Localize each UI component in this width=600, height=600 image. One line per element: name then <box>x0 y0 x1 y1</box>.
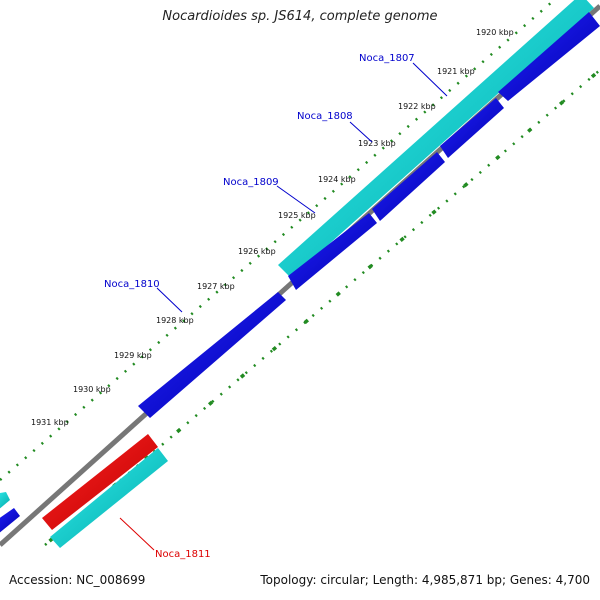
gene-label-noca-1810[interactable]: Noca_1810 <box>104 279 160 290</box>
tick-label: 1925 kbp <box>278 211 316 220</box>
tick-label: 1921 kbp <box>437 67 475 76</box>
tick-label: 1928 kbp <box>156 316 194 325</box>
tick-label: 1920 kbp <box>476 28 514 37</box>
gene-label-noca-1811[interactable]: Noca_1811 <box>155 549 211 560</box>
cds-noca-1809-b <box>288 213 377 290</box>
accession-text: Accession: NC_008699 <box>9 573 146 587</box>
gene-leader-line <box>349 121 373 143</box>
gene-leader-line <box>412 62 448 97</box>
tick-label: 1926 kbp <box>238 247 276 256</box>
cds-noca-1808 <box>440 98 504 158</box>
map-title: Nocardioides sp. JS614, complete genome <box>162 9 438 24</box>
cds-cyan-lower <box>50 448 168 548</box>
gene-label-noca-1809[interactable]: Noca_1809 <box>223 177 279 188</box>
gene-labels: Noca_1807 Noca_1808 Noca_1809 Noca_1810 … <box>104 53 448 560</box>
cds-cyan-upper <box>278 0 594 278</box>
tick-label: 1931 kbp <box>31 418 69 427</box>
genome-summary: Topology: circular; Length: 4,985,871 bp… <box>260 573 590 587</box>
gene-label-noca-1807[interactable]: Noca_1807 <box>359 53 415 64</box>
cds-noca-1809-a <box>372 152 445 221</box>
gene-leader-line <box>119 517 155 551</box>
tick-label: 1930 kbp <box>73 385 111 394</box>
gene-label-noca-1808[interactable]: Noca_1808 <box>297 111 353 122</box>
tick-label: 1923 kbp <box>358 139 396 148</box>
scale-ticks: 1920 kbp 1921 kbp 1922 kbp 1923 kbp 1924… <box>31 28 514 427</box>
tick-label: 1927 kbp <box>197 282 235 291</box>
cds-noca-1810 <box>138 292 286 418</box>
gc-track-outer <box>0 0 557 481</box>
cds-noca-1807 <box>498 12 600 101</box>
tick-label: 1924 kbp <box>318 175 356 184</box>
tick-label: 1929 kbp <box>114 351 152 360</box>
tick-label: 1922 kbp <box>398 102 436 111</box>
rna-noca-1811 <box>42 434 158 530</box>
gene-leader-line <box>156 287 183 313</box>
gene-leader-line <box>276 185 316 214</box>
cds-left-edge <box>0 508 20 533</box>
cds-cyan-left <box>0 492 10 509</box>
